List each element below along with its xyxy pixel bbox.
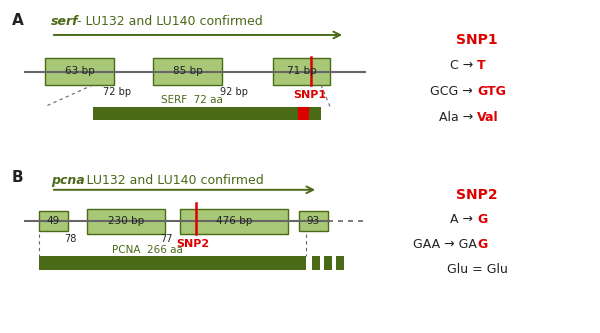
- Bar: [153, 58, 222, 85]
- Text: SNP2: SNP2: [176, 239, 210, 249]
- Text: SNP1: SNP1: [293, 90, 327, 100]
- Text: 78: 78: [65, 234, 77, 244]
- Text: 71 bp: 71 bp: [287, 66, 316, 76]
- Text: 93: 93: [307, 216, 320, 226]
- Text: - LU132 and LU140 confirmed: - LU132 and LU140 confirmed: [73, 15, 262, 28]
- Text: Ala →: Ala →: [439, 111, 477, 125]
- Text: A →: A →: [450, 213, 477, 226]
- Text: SNP2: SNP2: [456, 188, 498, 202]
- Bar: [180, 209, 288, 234]
- Text: PCNA  266 aa: PCNA 266 aa: [112, 245, 182, 255]
- Text: 72 bp: 72 bp: [103, 87, 131, 97]
- Bar: [273, 58, 330, 85]
- Bar: [324, 256, 332, 270]
- Bar: [298, 107, 309, 120]
- Text: C →: C →: [450, 59, 477, 73]
- Text: pcna: pcna: [51, 174, 85, 187]
- Text: B: B: [12, 170, 23, 185]
- Bar: [39, 256, 306, 270]
- Text: 77: 77: [161, 234, 173, 244]
- Text: SERF  72 aa: SERF 72 aa: [161, 95, 223, 105]
- Text: 49: 49: [47, 216, 60, 226]
- Text: GAA → GA: GAA → GA: [413, 238, 477, 251]
- Bar: [312, 256, 320, 270]
- Text: 92 bp: 92 bp: [220, 87, 248, 97]
- Text: GTG: GTG: [477, 85, 506, 99]
- Text: serf: serf: [51, 15, 79, 28]
- Text: Glu = Glu: Glu = Glu: [446, 263, 508, 276]
- Bar: [39, 211, 68, 231]
- Text: Val: Val: [477, 111, 499, 125]
- Text: G: G: [477, 213, 487, 226]
- Text: 85 bp: 85 bp: [173, 66, 202, 76]
- Text: 476 bp: 476 bp: [216, 216, 252, 226]
- Text: G: G: [477, 238, 487, 251]
- Bar: [336, 256, 344, 270]
- Bar: [87, 209, 165, 234]
- Text: A: A: [12, 13, 24, 28]
- Text: SNP1: SNP1: [456, 33, 498, 47]
- Text: GCG →: GCG →: [430, 85, 477, 99]
- Text: 230 bp: 230 bp: [108, 216, 144, 226]
- Bar: [299, 211, 328, 231]
- Text: - LU132 and LU140 confirmed: - LU132 and LU140 confirmed: [74, 174, 263, 187]
- Text: 63 bp: 63 bp: [65, 66, 94, 76]
- Bar: [45, 58, 114, 85]
- Bar: [93, 107, 321, 120]
- Text: T: T: [477, 59, 485, 73]
